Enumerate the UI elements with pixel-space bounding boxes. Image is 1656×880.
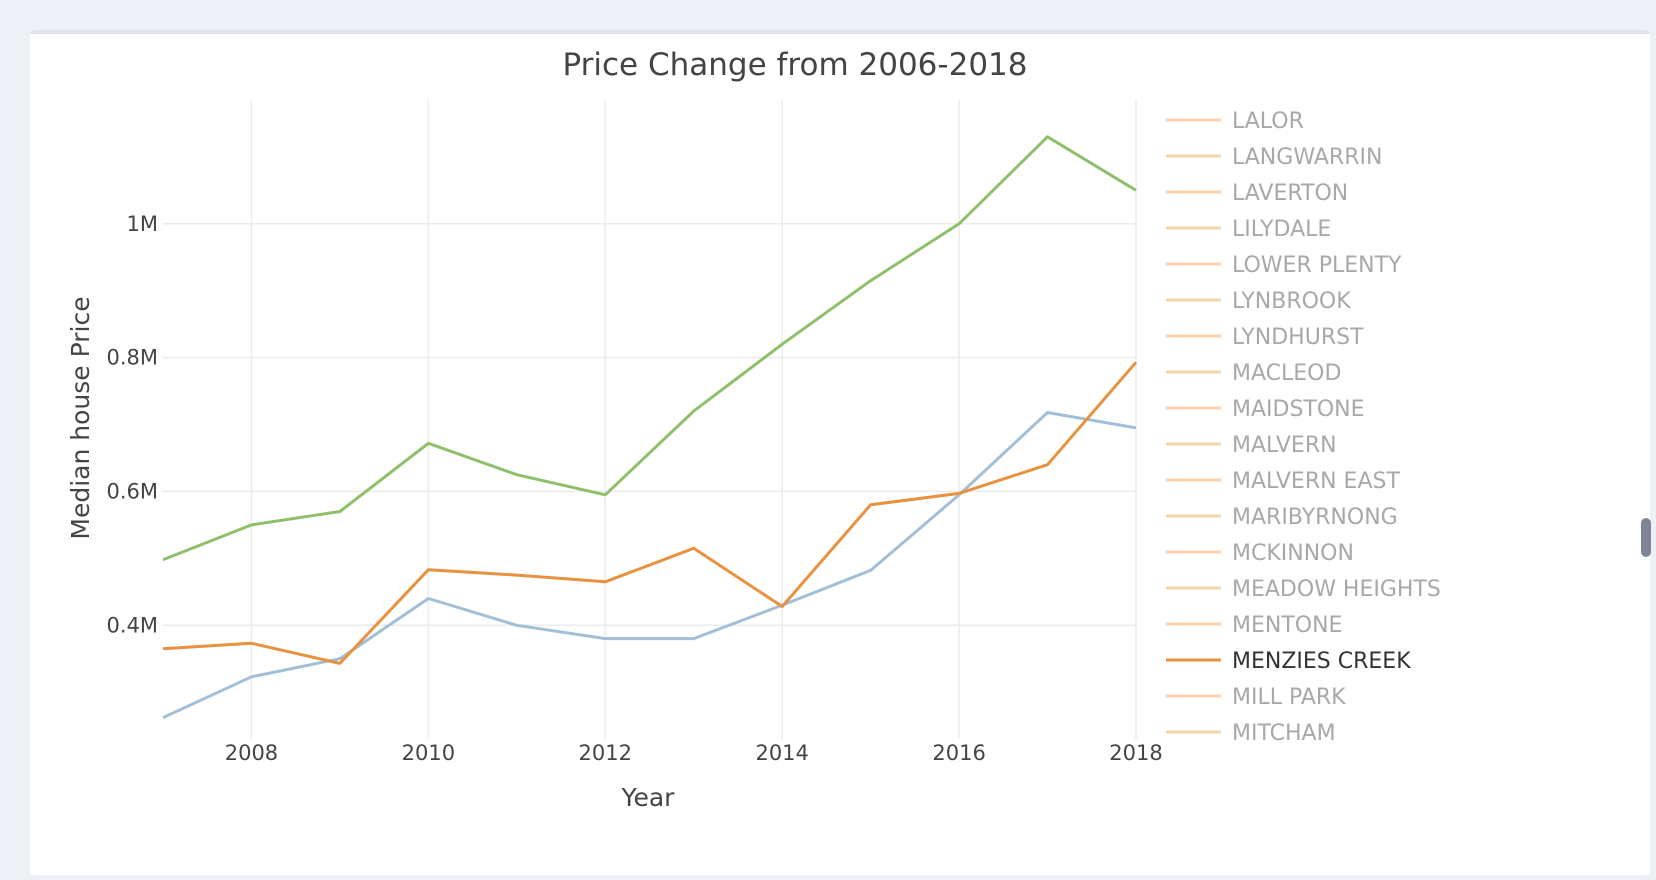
x-tick-label: 2008 <box>225 741 278 765</box>
legend-label: LILYDALE <box>1232 217 1331 242</box>
x-tick-label: 2018 <box>1109 741 1162 765</box>
legend-label: LYNDHURST <box>1232 325 1364 350</box>
legend-label: MITCHAM <box>1232 721 1336 746</box>
legend-label: MALVERN EAST <box>1232 469 1400 494</box>
legend-label: MARIBYRNONG <box>1232 505 1398 530</box>
legend-label: LYNBROOK <box>1232 289 1351 314</box>
y-tick-label: 0.6M <box>106 479 158 503</box>
x-axis-label: Year <box>621 783 676 812</box>
axes-layer: 2008 2010 2012 2014 2016 2018 0.4M 0.6M 0.8M 1M <box>106 212 1162 765</box>
legend-label: MAIDSTONE <box>1232 397 1365 422</box>
series-line-1[interactable] <box>163 411 1137 719</box>
legend-label: LALOR <box>1232 109 1304 134</box>
series-layer <box>163 135 1138 719</box>
legend-item[interactable]: MEADOW HEIGHTS <box>1166 577 1441 602</box>
legend-scrollbar[interactable] <box>1641 518 1651 557</box>
y-tick-label: 0.8M <box>106 346 158 370</box>
legend-item[interactable]: MALVERN <box>1166 433 1337 458</box>
legend-item[interactable]: LAVERTON <box>1166 181 1348 206</box>
y-tick-label: 1M <box>127 212 158 236</box>
legend-label: LOWER PLENTY <box>1232 253 1402 278</box>
legend-label: MENZIES CREEK <box>1232 649 1411 674</box>
legend-item[interactable]: MCKINNON <box>1166 541 1354 566</box>
line-chart: 2008 2010 2012 2014 2016 2018 0.4M 0.6M 0.8M 1M P… <box>66 47 1441 812</box>
legend-item[interactable]: LILYDALE <box>1166 217 1331 242</box>
y-tick-label: 0.4M <box>106 613 158 637</box>
legend-item[interactable]: MALVERN EAST <box>1166 469 1400 494</box>
legend-label: MEADOW HEIGHTS <box>1232 577 1441 602</box>
legend-item[interactable]: MACLEOD <box>1166 361 1341 386</box>
x-tick-label: 2012 <box>579 741 632 765</box>
series-line-2[interactable] <box>163 361 1138 665</box>
legend-item[interactable]: MAIDSTONE <box>1166 397 1365 422</box>
legend-item[interactable]: MITCHAM <box>1166 721 1336 746</box>
legend-label: MCKINNON <box>1232 541 1354 566</box>
x-tick-label: 2010 <box>402 741 455 765</box>
legend-item[interactable]: MENZIES CREEK <box>1166 649 1411 674</box>
x-tick-label: 2016 <box>932 741 985 765</box>
legend-item[interactable]: LALOR <box>1166 109 1304 134</box>
legend: LALOR LANGWARRIN LAVERTON LILYDALE LOWER PLE… <box>1166 109 1441 746</box>
legend-label: MACLEOD <box>1232 361 1341 386</box>
legend-item[interactable]: MILL PARK <box>1166 685 1346 710</box>
legend-item[interactable]: LOWER PLENTY <box>1166 253 1402 278</box>
gridlines <box>163 100 1137 739</box>
legend-item[interactable]: LYNBROOK <box>1166 289 1351 314</box>
chart-card: 2008 2010 2012 2014 2016 2018 0.4M 0.6M 0.8M 1M P… <box>30 30 1651 875</box>
y-axis-label: Median house Price <box>66 296 95 539</box>
chart-title: Price Change from 2006-2018 <box>563 47 1028 83</box>
legend-label: LANGWARRIN <box>1232 145 1382 170</box>
legend-item[interactable]: LANGWARRIN <box>1166 145 1382 170</box>
legend-label: MILL PARK <box>1232 685 1346 710</box>
legend-item[interactable]: LYNDHURST <box>1166 325 1364 350</box>
legend-item[interactable]: MARIBYRNONG <box>1166 505 1398 530</box>
legend-label: MENTONE <box>1232 613 1342 638</box>
series-line-0[interactable] <box>163 135 1137 562</box>
legend-label: LAVERTON <box>1232 181 1348 206</box>
legend-label: MALVERN <box>1232 433 1337 458</box>
x-tick-label: 2014 <box>755 741 808 765</box>
legend-item[interactable]: MENTONE <box>1166 613 1342 638</box>
